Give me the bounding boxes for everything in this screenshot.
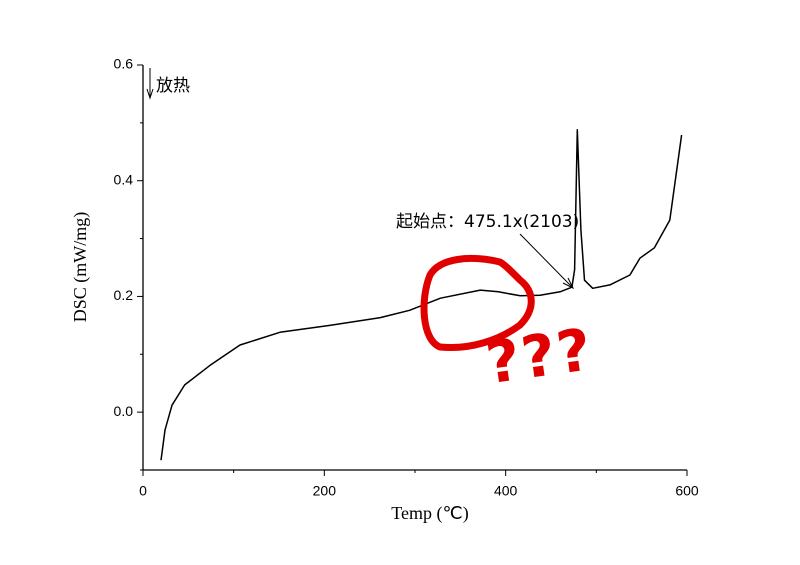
onset-arrow [519, 233, 573, 288]
y-tick-label: 0.2 [114, 287, 134, 303]
exotherm-arrowhead [146, 88, 154, 100]
y-tick-label: 0.0 [114, 403, 134, 419]
x-tick-label: 400 [494, 483, 518, 499]
red-circle [420, 254, 535, 352]
onset-arrowhead [562, 277, 575, 290]
onset-label: 起始点：475.1x(2103) [396, 212, 579, 232]
x-tick-label: 0 [139, 483, 147, 499]
y-tick-label: 0.6 [114, 56, 134, 72]
x-axis-title: Temp (℃) [391, 503, 468, 524]
y-axis-title: DSC (mW/mg) [70, 212, 91, 323]
question-marks: ??? [482, 315, 597, 397]
exotherm-label: 放热 [156, 76, 190, 96]
x-tick-label: 200 [313, 483, 337, 499]
x-tick-label: 600 [675, 483, 699, 499]
y-tick-label: 0.4 [114, 171, 134, 187]
